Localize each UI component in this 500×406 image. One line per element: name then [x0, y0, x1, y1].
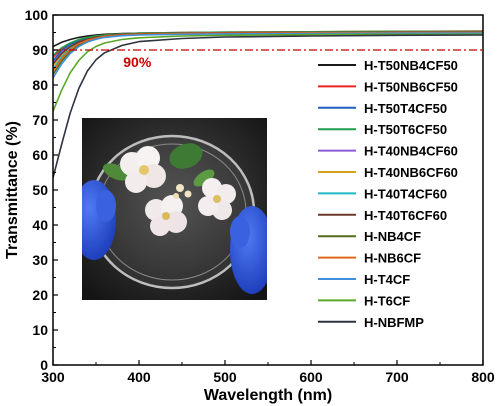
- legend-label: H-T40NB4CF60: [364, 144, 458, 159]
- legend-label: H-T4CF: [364, 272, 410, 287]
- y-tick-label: 50: [32, 182, 48, 198]
- series-line: [53, 33, 483, 112]
- y-tick-label: 100: [25, 7, 49, 23]
- legend-label: H-T50NB4CF50: [364, 58, 458, 73]
- x-tick-label: 800: [471, 369, 495, 385]
- legend-label: H-NB4CF: [364, 229, 421, 244]
- legend-label: H-NBFMP: [364, 315, 424, 330]
- x-tick-label: 300: [41, 369, 65, 385]
- reference-line-group: 90%: [53, 49, 483, 70]
- x-axis-title: Wavelength (nm): [204, 387, 332, 404]
- inset-photo: [82, 118, 267, 300]
- bud: [184, 190, 192, 198]
- y-tick-label: 30: [32, 252, 48, 268]
- series-lines: [53, 30, 483, 179]
- right-glove: [230, 206, 267, 294]
- legend-label: H-T50NB6CF50: [364, 79, 458, 94]
- y-tick-label: 60: [32, 147, 48, 163]
- series-line: [53, 34, 483, 179]
- legend-label: H-T40NB6CF60: [364, 165, 458, 180]
- legend-label: H-T40T6CF60: [364, 208, 447, 223]
- legend-label: H-T40T4CF60: [364, 186, 447, 201]
- y-axis-title: Transmittance (%): [4, 121, 21, 259]
- y-tick-label: 10: [32, 322, 48, 338]
- y-tick-label: 20: [32, 287, 48, 303]
- y-tick-label: 80: [32, 77, 48, 93]
- leaf: [169, 143, 203, 169]
- blossom: [198, 178, 236, 220]
- series-line: [53, 32, 483, 79]
- reference-line-label: 90%: [123, 54, 152, 70]
- x-tick-label: 600: [299, 369, 323, 385]
- y-tick-label: 0: [40, 357, 48, 373]
- leaf: [193, 169, 215, 187]
- legend-label: H-NB6CF: [364, 251, 421, 266]
- legend-label: H-T50T6CF50: [364, 122, 447, 137]
- x-tick-label: 400: [127, 369, 151, 385]
- ticks: 300 400 500 600 700 800 0 10 20 30 40 50 60 70 80 90 100: [25, 7, 495, 385]
- bud: [176, 184, 184, 192]
- legend: H-T50NB4CF50 H-T50NB6CF50 H-T50T4CF50 H-T50…: [318, 58, 458, 330]
- legend-label: H-T6CF: [364, 293, 410, 308]
- y-tick-label: 70: [32, 112, 48, 128]
- blossom: [120, 146, 166, 193]
- legend-label: H-T50T4CF50: [364, 101, 447, 116]
- bud: [173, 193, 179, 199]
- y-tick-label: 90: [32, 42, 48, 58]
- left-glove: [82, 180, 116, 260]
- y-tick-label: 40: [32, 217, 48, 233]
- x-tick-label: 700: [385, 369, 409, 385]
- blossom: [145, 195, 187, 236]
- plot-frame: [52, 14, 484, 366]
- x-tick-label: 500: [213, 369, 237, 385]
